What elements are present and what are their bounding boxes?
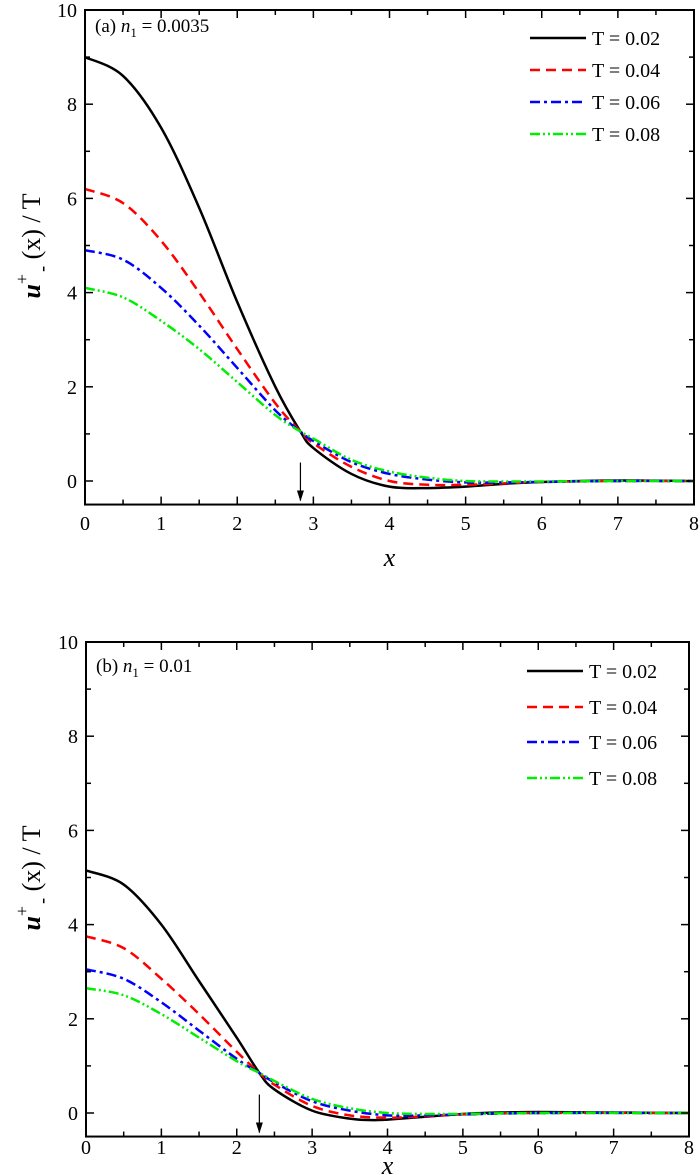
x-tick-label: 6 (533, 1137, 543, 1159)
series-line-006 (85, 248, 694, 484)
arrow-head (255, 1122, 263, 1134)
x-tick-label: 1 (156, 513, 166, 535)
panel-annotation: (a) n1 = 0.0035 (95, 16, 209, 40)
y-axis-title-rest: (x) / T (17, 193, 46, 266)
x-axis-title: x (381, 1151, 394, 1175)
legend-label: T = 0.08 (589, 768, 657, 790)
series-line-006 (86, 968, 689, 1117)
series-line-004 (85, 187, 694, 487)
legend-label: T = 0.08 (592, 124, 660, 146)
panel-annotation: (b) n1 = 0.01 (96, 656, 192, 680)
series-line-008 (85, 286, 694, 483)
x-tick-label: 2 (232, 1137, 242, 1159)
y-tick-label: 0 (68, 1103, 78, 1125)
y-tick-label: 8 (67, 94, 77, 116)
y-tick-label: 6 (67, 188, 77, 210)
text-part: (a) (95, 16, 121, 37)
legend-label: T = 0.04 (592, 60, 660, 82)
y-tick-label: 10 (57, 0, 77, 22)
text-part: (b) (96, 656, 123, 677)
legend-label: T = 0.02 (589, 661, 657, 683)
x-tick-label: 7 (613, 513, 623, 535)
text-part: n (121, 16, 131, 37)
x-tick-label: 4 (385, 513, 395, 535)
plot-frame (84, 9, 695, 506)
x-tick-label: 6 (537, 513, 547, 535)
text-part: + (12, 274, 32, 284)
text-part: 1 (130, 25, 137, 40)
x-tick-label: 3 (308, 513, 318, 535)
series-line-004 (86, 935, 689, 1119)
y-tick-label: 2 (67, 377, 77, 399)
text-part: + (12, 906, 32, 916)
y-tick-label: 10 (58, 632, 78, 654)
text-part: u (17, 284, 46, 298)
y-tick-label: 6 (68, 820, 78, 842)
x-tick-label: 5 (461, 513, 471, 535)
legend-label: T = 0.06 (589, 732, 657, 754)
panel-b: T = 0.02 T = 0.04 T = 0.06 T = 0.08 0 1 2 3 4 5 6 7… (12, 632, 694, 1175)
x-tick-label: 0 (80, 513, 90, 535)
legend-label: T = 0.02 (592, 28, 660, 50)
x-axis-title: x (383, 543, 396, 572)
text-part: u (17, 916, 46, 930)
x-tick-label: 5 (458, 1137, 468, 1159)
x-tick-label: 8 (689, 513, 699, 535)
x-tick-label: 7 (609, 1137, 619, 1159)
x-tick-label: 0 (81, 1137, 91, 1159)
text-part: 1 (132, 665, 139, 680)
x-tick-label: 3 (307, 1137, 317, 1159)
series-line-002 (85, 55, 694, 490)
y-tick-label: 2 (68, 1009, 78, 1031)
arrow-head (296, 490, 304, 502)
legend-label: T = 0.06 (592, 92, 660, 114)
text-part: - (32, 266, 52, 272)
panel-a: T = 0.02 T = 0.04 T = 0.06 T = 0.08 0 1 2 3 4 5 6 7… (12, 0, 699, 572)
x-tick-label: 1 (156, 1137, 166, 1159)
y-tick-label: 0 (67, 471, 77, 493)
text-part: = 0.01 (139, 656, 192, 677)
series-line-008 (86, 986, 689, 1116)
y-tick-label: 8 (68, 726, 78, 748)
x-tick-label: 4 (383, 1137, 393, 1159)
text-part: = 0.0035 (137, 16, 209, 37)
text-part: n (123, 656, 133, 677)
legend-label: T = 0.04 (589, 697, 657, 719)
y-tick-label: 4 (68, 915, 78, 937)
x-tick-label: 8 (684, 1137, 694, 1159)
y-tick-label: 4 (67, 283, 77, 305)
y-axis-title: u+- (x) / T (12, 193, 52, 298)
x-tick-label: 2 (232, 513, 242, 535)
series-line-002 (86, 869, 689, 1122)
y-axis-title-rest: (x) / T (17, 825, 46, 898)
y-axis-title: u+- (x) / T (12, 825, 52, 930)
text-part: - (32, 898, 52, 904)
